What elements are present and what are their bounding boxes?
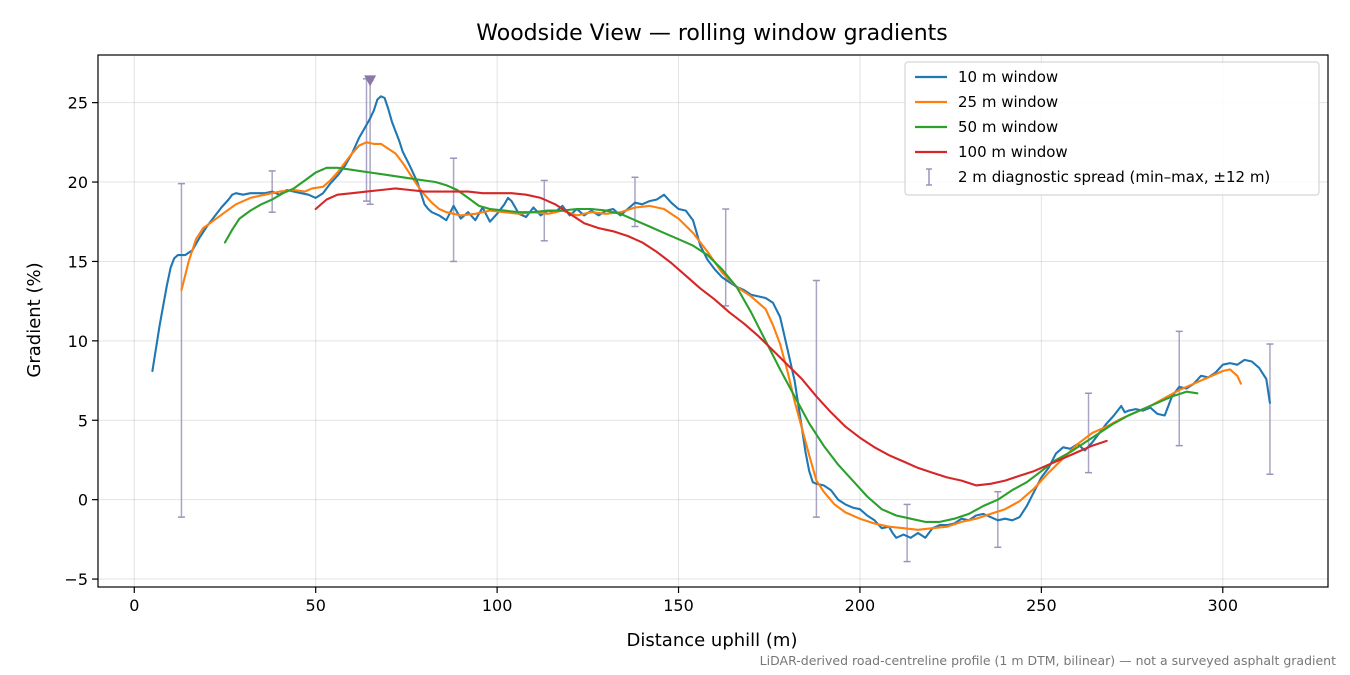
- spread-bar: [362, 78, 370, 202]
- x-tick-label: 150: [663, 596, 694, 615]
- series-line-3: [223, 166, 1199, 523]
- y-tick-label: 0: [78, 491, 88, 510]
- y-axis-label: Gradient (%): [24, 262, 45, 377]
- spread-bar: [177, 182, 185, 518]
- legend-entry: 100 m window: [958, 143, 1068, 161]
- spread-bar: [1085, 392, 1093, 474]
- y-tick-label: 15: [68, 252, 88, 271]
- spread-bar: [450, 157, 458, 263]
- legend: 10 m window 25 m window 50 m window 100 m w…: [904, 61, 1320, 196]
- y-tick-label: 10: [68, 332, 88, 351]
- peak-marker-icon: [364, 75, 377, 87]
- x-tick-label: 100: [482, 596, 513, 615]
- x-tick-label: 50: [306, 596, 326, 615]
- x-tick-label: 200: [845, 596, 876, 615]
- x-tick-label: 250: [1026, 596, 1057, 615]
- plot-frame: [97, 54, 1329, 588]
- legend-entry: 50 m window: [958, 118, 1058, 136]
- y-tick-label: 20: [68, 173, 88, 192]
- y-tick-label: 25: [68, 94, 88, 113]
- y-tick-label: 5: [78, 411, 88, 430]
- x-axis-label: Distance uphill (m): [627, 630, 798, 651]
- spread-bar: [1266, 343, 1274, 475]
- series-line-4: [314, 187, 1108, 487]
- legend-entry: 2 m diagnostic spread (min–max, ±12 m): [958, 168, 1270, 186]
- legend-entry: 10 m window: [958, 68, 1058, 86]
- series-line-2: [180, 141, 1242, 531]
- x-tick-label: 0: [129, 596, 139, 615]
- footnote: LiDAR-derived road-centreline profile (1…: [760, 653, 1336, 668]
- legend-entry: 25 m window: [958, 93, 1058, 111]
- x-tick-label: 300: [1208, 596, 1239, 615]
- spread-bar: [903, 503, 911, 563]
- chart-title: Woodside View — rolling window gradients: [476, 21, 947, 46]
- y-tick-label: −5: [64, 570, 88, 589]
- legend-frame: [904, 61, 1320, 196]
- spread-bar: [722, 208, 730, 307]
